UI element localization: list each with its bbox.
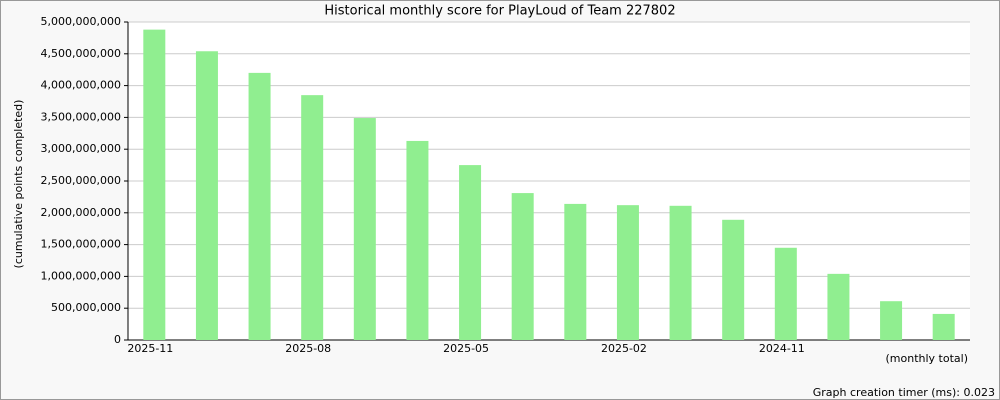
y-tick-label: 1,000,000,000 (41, 269, 121, 282)
y-axis-label: (cumulative points completed) (12, 100, 25, 269)
footer: Graph creation timer (ms): 0.023 (813, 386, 995, 399)
bar (143, 29, 166, 341)
bar (248, 72, 271, 340)
x-tick-label: 2025-05 (443, 342, 489, 355)
bar (827, 273, 850, 340)
bar (774, 247, 797, 340)
chart-title: Historical monthly score for PlayLoud of… (324, 4, 675, 19)
y-tick-label: 2,000,000,000 (41, 206, 121, 219)
bar (406, 140, 429, 340)
x-tick-label: 2025-08 (285, 342, 331, 355)
bar (669, 205, 692, 340)
y-tick-label: 500,000,000 (51, 301, 121, 314)
bar (564, 203, 587, 340)
y-tick-label: 1,500,000,000 (41, 238, 121, 251)
bar (932, 313, 955, 340)
y-tick-label: 3,500,000,000 (41, 110, 121, 123)
bar (459, 165, 482, 340)
y-tick-label: 4,500,000,000 (41, 47, 121, 60)
y-tick-label: 5,000,000,000 (41, 15, 121, 28)
bar (511, 193, 534, 340)
bar (195, 51, 218, 340)
y-tick-label: 2,500,000,000 (41, 174, 121, 187)
bar (353, 118, 376, 340)
x-tick-label: 2025-02 (601, 342, 647, 355)
x-tick-label: 2024-11 (759, 342, 805, 355)
bar (722, 219, 745, 340)
x-axis-label: (monthly total) (886, 352, 969, 365)
bar (880, 301, 903, 340)
y-tick-label: 4,000,000,000 (41, 79, 121, 92)
y-tick-label: 0 (114, 333, 121, 346)
bar (301, 95, 324, 340)
x-tick-label: 2025-11 (127, 342, 173, 355)
bar (616, 205, 639, 340)
y-tick-label: 3,000,000,000 (41, 142, 121, 155)
